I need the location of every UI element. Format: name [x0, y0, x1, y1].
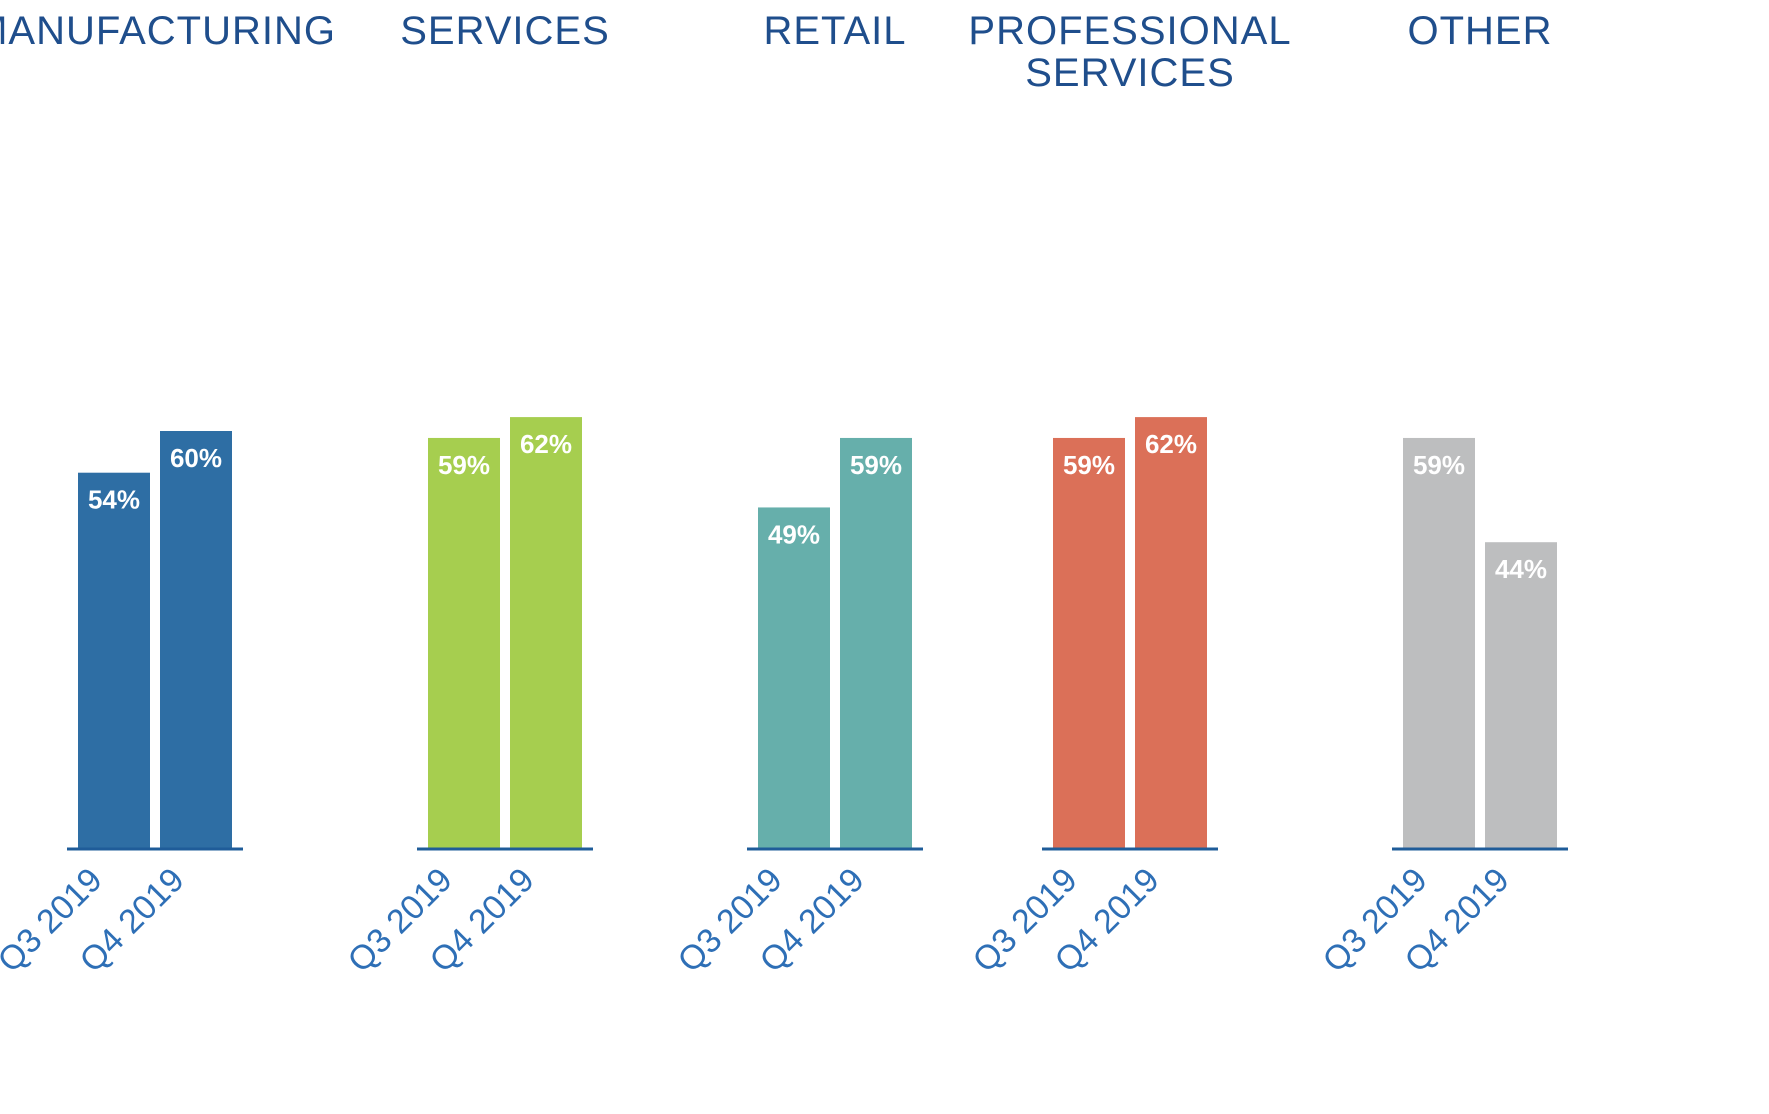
data-label: 62% [1145, 429, 1197, 459]
panel-title: RETAIL [763, 9, 906, 53]
bar [160, 431, 232, 848]
bar [1403, 437, 1475, 848]
panel-title: MANUFACTURING [0, 9, 336, 53]
bar [840, 437, 912, 848]
bar [510, 417, 582, 848]
data-label: 62% [520, 429, 572, 459]
data-label: 59% [850, 450, 902, 480]
bar [1135, 417, 1207, 848]
bar [428, 437, 500, 848]
data-label: 49% [768, 519, 820, 549]
panel-title: PROFESSIONAL [968, 9, 1291, 53]
bar [1053, 437, 1125, 848]
panel-title: SERVICES [1025, 51, 1235, 95]
data-label: 59% [1413, 450, 1465, 480]
bar [758, 507, 830, 848]
data-label: 60% [170, 443, 222, 473]
data-label: 59% [438, 450, 490, 480]
bar [78, 472, 150, 848]
data-label: 54% [88, 485, 140, 515]
panel-title: SERVICES [400, 9, 610, 53]
panel-title: OTHER [1408, 9, 1553, 53]
data-label: 44% [1495, 554, 1547, 584]
data-label: 59% [1063, 450, 1115, 480]
bar [1485, 542, 1557, 848]
